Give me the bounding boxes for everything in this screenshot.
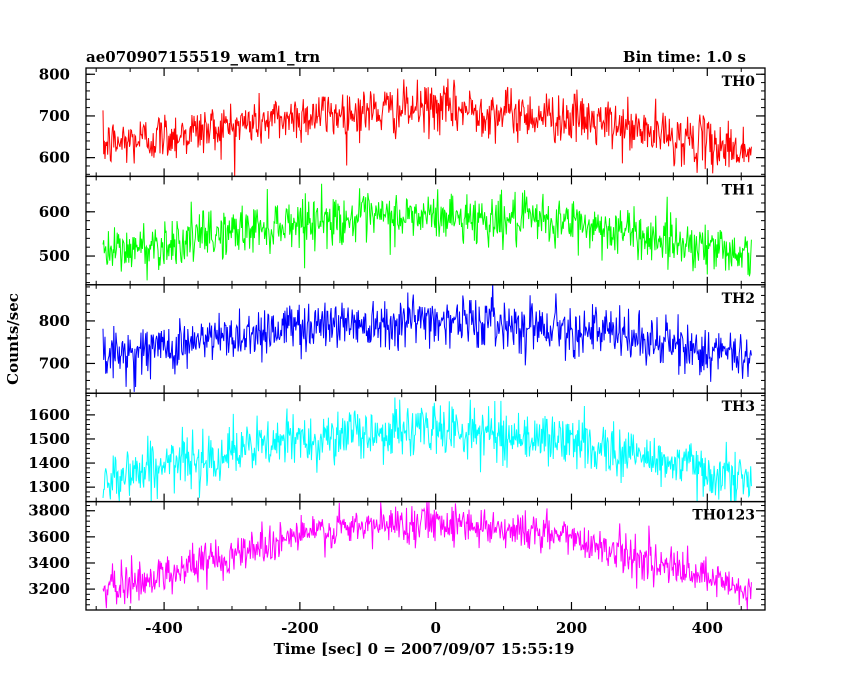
panel-th0123: 3200 3400 3600 3800 TH0123 <box>28 500 766 611</box>
y-tick-label: 1500 <box>28 430 70 448</box>
x-tick-label: -200 <box>281 619 319 637</box>
x-tick-label: -400 <box>145 619 183 637</box>
panel-th0: 600 700 800 TH0 <box>39 65 766 178</box>
y-tick-label: 3800 <box>28 502 70 520</box>
panel-th1: 500 600 TH1 <box>39 175 766 286</box>
panel-label-th2: TH2 <box>722 291 755 307</box>
y-tick-label: 600 <box>39 149 70 167</box>
y-axis-label: Counts/sec <box>4 293 22 385</box>
y-tick-label: 1300 <box>28 478 70 496</box>
y-tick-label: 3400 <box>28 554 70 572</box>
panel-frame <box>85 500 766 611</box>
series-line-th3 <box>102 397 752 502</box>
y-tick-label: 1600 <box>28 406 70 424</box>
panels-group: 600 700 800 TH0 500 600 TH1 700 800 TH2 1300 1400 15… <box>28 65 766 611</box>
series-line-th1 <box>102 183 752 281</box>
x-axis-ticks: -400 -200 0 200 400 <box>145 619 723 637</box>
x-tick-label: 0 <box>430 619 440 637</box>
x-tick-label: 400 <box>692 619 723 637</box>
panel-label-th3: TH3 <box>722 399 755 415</box>
x-axis-label: Time [sec] 0 = 2007/09/07 15:55:19 <box>274 640 575 658</box>
series-line-th0123 <box>102 501 752 610</box>
y-tick-label: 1400 <box>28 454 70 472</box>
x-tick-label: 200 <box>556 619 587 637</box>
panel-label-th1: TH1 <box>722 182 755 198</box>
series-line-th0 <box>102 78 752 177</box>
y-tick-label: 600 <box>39 203 70 221</box>
y-tick-label: 800 <box>39 65 70 83</box>
chart-title: ae070907155519_wam1_trn <box>86 48 320 66</box>
y-tick-label: 700 <box>39 107 70 125</box>
y-tick-label: 3600 <box>28 528 70 546</box>
panel-th2: 700 800 TH2 <box>39 284 766 394</box>
series-line-th2 <box>102 284 752 392</box>
y-tick-label: 800 <box>39 312 70 330</box>
bin-time-label: Bin time: 1.0 s <box>623 48 746 66</box>
panel-th3: 1300 1400 1500 1600 TH3 <box>28 392 766 503</box>
y-tick-label: 700 <box>39 354 70 372</box>
y-tick-label: 3200 <box>28 580 70 598</box>
y-tick-label: 500 <box>39 247 70 265</box>
panel-label-th0123: TH0123 <box>692 508 755 524</box>
panel-label-th0: TH0 <box>722 74 756 90</box>
